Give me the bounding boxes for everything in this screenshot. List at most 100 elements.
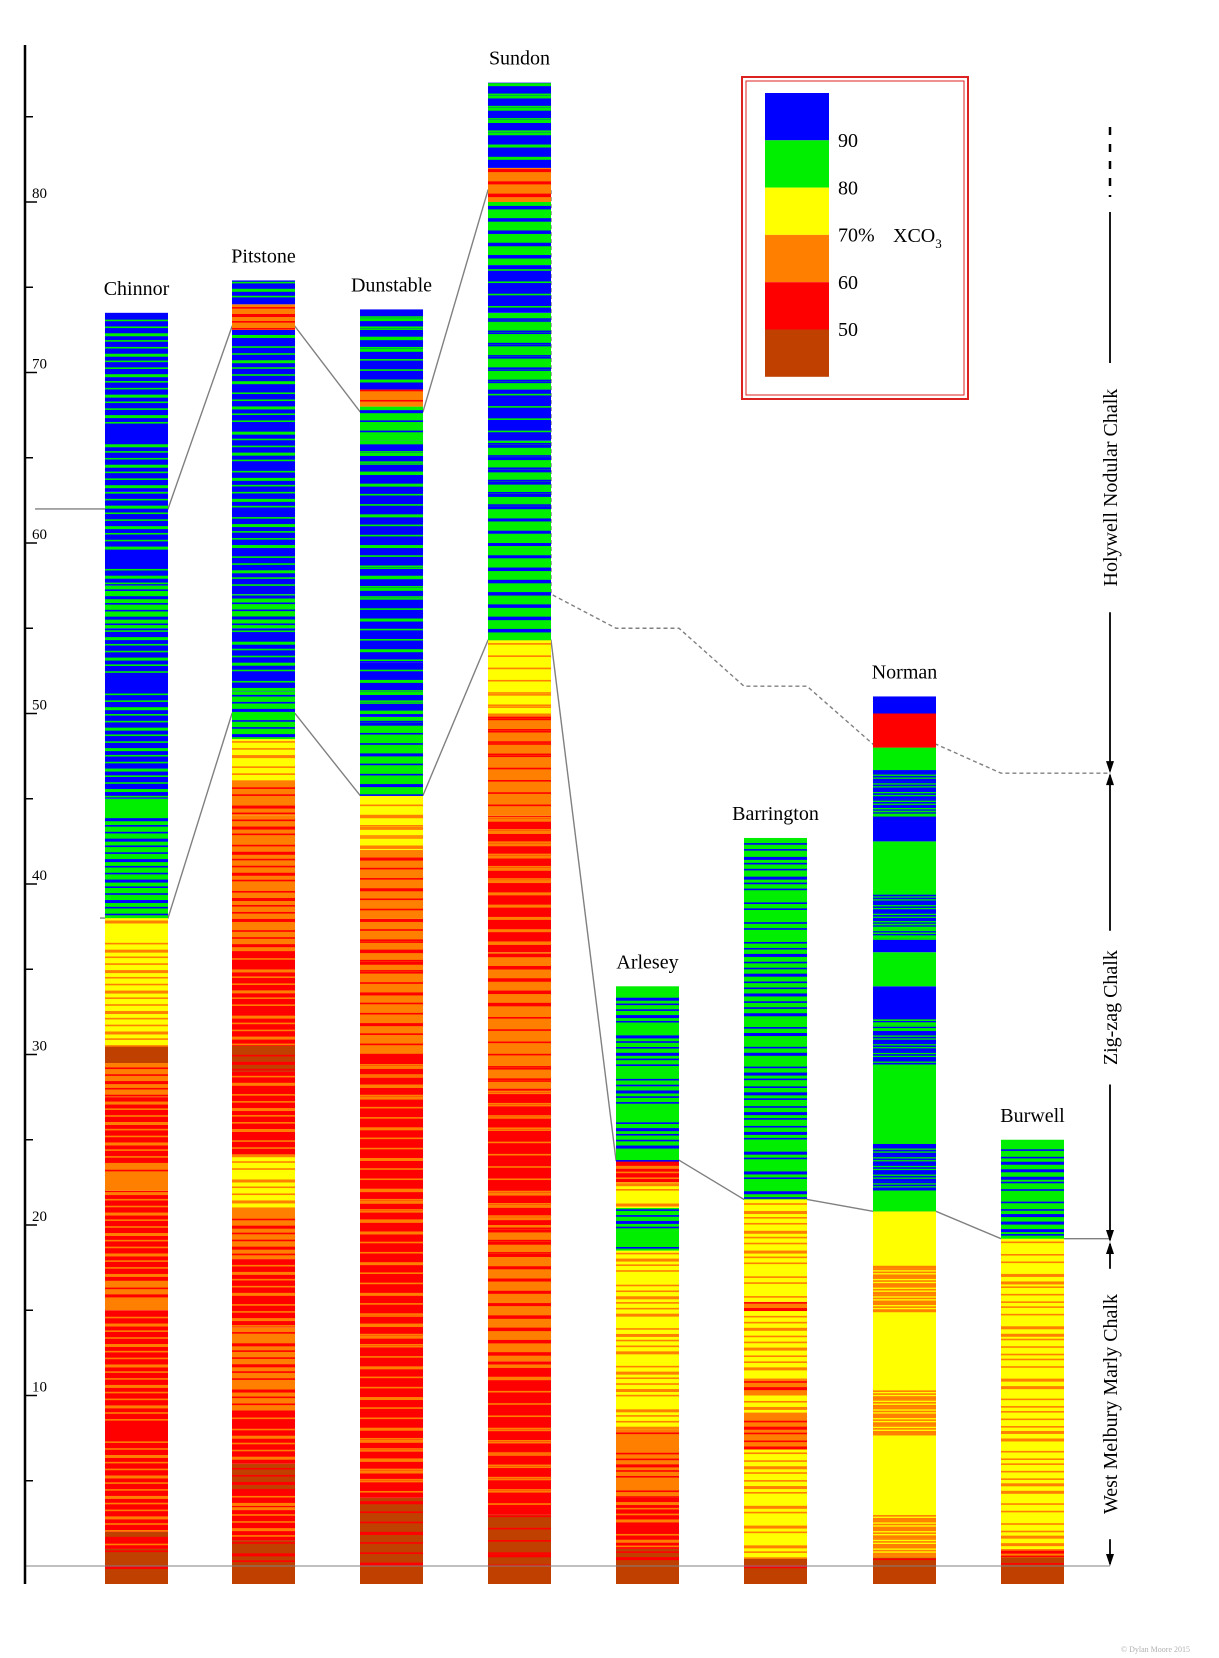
column-band [488, 492, 551, 494]
column-band [873, 1274, 936, 1278]
column-band [360, 1231, 423, 1235]
column-band [616, 1502, 679, 1506]
column-band [1001, 1386, 1064, 1390]
column-band [360, 732, 423, 735]
column-band [488, 1078, 551, 1080]
column-band [360, 867, 423, 870]
column-band [616, 1394, 679, 1397]
column-band [360, 939, 423, 942]
column-band [873, 1297, 936, 1300]
column-band [232, 321, 295, 323]
column-band [873, 1030, 936, 1034]
column-band [360, 1562, 423, 1566]
column-band [360, 346, 423, 349]
column-band [616, 1035, 679, 1039]
column-band [488, 406, 551, 408]
column-band [488, 878, 551, 880]
legend-swatch [765, 140, 829, 188]
column-band [488, 1464, 551, 1467]
column-band [360, 1023, 423, 1027]
column-band [873, 1057, 936, 1061]
column-segment [232, 628, 295, 692]
column-band [744, 981, 807, 984]
column-band [360, 587, 423, 591]
column-band [232, 1521, 295, 1523]
column-band [1001, 1353, 1064, 1356]
column-band [105, 609, 168, 612]
column-segment [232, 1540, 295, 1566]
column-band [744, 1027, 807, 1029]
column-band [232, 524, 295, 528]
column-band [105, 942, 168, 945]
column-band [360, 804, 423, 807]
column-band [360, 743, 423, 745]
column-band [488, 1203, 551, 1205]
column-band [105, 1412, 168, 1414]
column-band [488, 156, 551, 160]
column-band [873, 1515, 936, 1517]
column-band [488, 457, 551, 461]
column-band [744, 843, 807, 845]
column-band [105, 539, 168, 542]
column-band [873, 1045, 936, 1048]
column-segment [105, 1531, 168, 1539]
column-band [232, 431, 295, 435]
column-label: Pitstone [231, 245, 296, 267]
column-band [873, 1277, 936, 1279]
legend-unit: XCO3 [893, 225, 942, 251]
column-band [360, 1470, 423, 1474]
column-segment [232, 594, 295, 629]
column-band [873, 1555, 936, 1558]
column-band [488, 966, 551, 970]
column-band [105, 1530, 168, 1532]
column-band [488, 581, 551, 584]
column-band [1001, 1176, 1064, 1180]
formation-label: Holywell Nodular Chalk [1100, 389, 1122, 587]
column-band [232, 748, 295, 750]
column-band [360, 1478, 423, 1481]
column-band [488, 493, 551, 497]
column-band [873, 1172, 936, 1175]
column-band [744, 1092, 807, 1096]
column-band [873, 1158, 936, 1161]
formation-label: Zig-zag Chalk [1100, 950, 1122, 1065]
column-dunstable: Dunstable [351, 274, 432, 1584]
column-burwell: Burwell [1000, 1105, 1065, 1584]
column-band [232, 360, 295, 364]
column-band [873, 1167, 936, 1169]
column-band [360, 326, 423, 329]
column-band [488, 232, 551, 234]
column-band [488, 767, 551, 770]
column-band [873, 1271, 936, 1274]
legend: 90 80 70% 60 50 XCO3 [741, 76, 969, 400]
column-band [744, 862, 807, 865]
column-band [1001, 1426, 1064, 1428]
column-band [616, 1102, 679, 1104]
column-band [744, 1262, 807, 1265]
column-band [360, 970, 423, 972]
column-band [232, 1029, 295, 1032]
column-band [488, 716, 551, 719]
column-band [105, 1169, 168, 1172]
column-band [360, 722, 423, 726]
column-band [488, 1029, 551, 1031]
column-band [360, 318, 423, 322]
column-band [744, 987, 807, 990]
column-band [616, 1226, 679, 1229]
column-band [873, 1288, 936, 1291]
column-band [232, 491, 295, 494]
column-band [744, 953, 807, 957]
column-band [488, 643, 551, 645]
column-band [616, 1415, 679, 1417]
column-band [616, 1128, 679, 1132]
correlation-line [100, 639, 1110, 1240]
column-band [488, 941, 551, 945]
column-band [105, 387, 168, 390]
column-band [232, 879, 295, 882]
column-foot [105, 1566, 168, 1584]
column-band [744, 1446, 807, 1450]
column-band [360, 596, 423, 598]
column-band [488, 355, 551, 357]
column-band [873, 1523, 936, 1526]
column-band [105, 1273, 168, 1277]
